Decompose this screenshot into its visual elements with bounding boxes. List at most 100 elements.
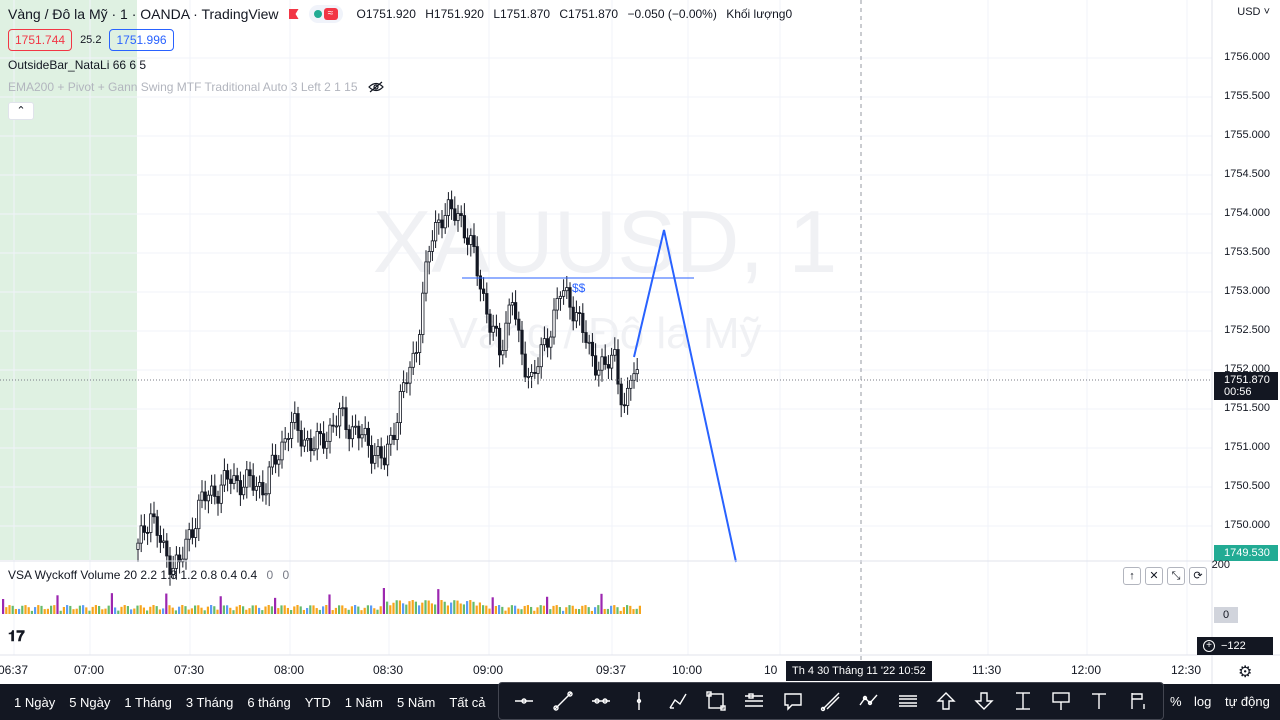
move-pane-up-button[interactable]: ↑ <box>1123 567 1141 585</box>
candle-body <box>353 425 358 428</box>
volume-axis-zero: 0 <box>1214 607 1238 623</box>
volume-bar <box>226 605 229 614</box>
close-pane-button[interactable]: ✕ <box>1145 567 1163 585</box>
candle-body <box>574 312 579 322</box>
price-range-tool-icon[interactable] <box>1010 688 1036 714</box>
collapse-legend-button[interactable]: ⌃ <box>8 102 34 120</box>
price-axis-label: 1751.000 <box>1224 441 1270 453</box>
candle-body <box>337 408 342 427</box>
rectangle-tool-icon[interactable] <box>703 688 729 714</box>
range-3m[interactable]: 3 Tháng <box>185 694 234 710</box>
chart-canvas[interactable]: XAUUSD, 1 Vàng / Đô la Mỹ $$ <box>0 0 1280 684</box>
volume-bar <box>270 606 273 614</box>
range-6m[interactable]: 6 tháng <box>247 694 291 710</box>
candle-body <box>622 404 627 407</box>
gear-icon[interactable]: ⚙ <box>1238 664 1253 681</box>
symbol-title[interactable]: Vàng / Đô la Mỹ · 1 · OANDA · TradingVie… <box>8 6 279 22</box>
eye-off-icon[interactable] <box>367 81 384 93</box>
arrow-down-tool-icon[interactable] <box>971 688 997 714</box>
volume-bar <box>34 607 37 614</box>
callout-tool-icon[interactable] <box>780 688 806 714</box>
parallel-channel-tool-icon[interactable] <box>895 688 921 714</box>
volume-bar <box>152 605 155 614</box>
tradingview-logo-icon[interactable]: 𝟏𝟕 <box>8 628 25 645</box>
auto-scale-toggle[interactable]: tự động <box>1225 694 1270 709</box>
volume-bar <box>613 605 616 614</box>
range-buttons: 1 Ngày 5 Ngày 1 Tháng 3 Tháng 6 tháng YT… <box>14 684 485 720</box>
candle-body <box>277 459 281 465</box>
currency-selector[interactable]: USD ˅ <box>1237 6 1270 18</box>
flag-icon[interactable] <box>288 9 299 19</box>
volume-legend[interactable]: VSA Wyckoff Volume 20 2.2 1.8 1.2 0.8 0.… <box>8 568 289 582</box>
volume-bar <box>437 589 440 614</box>
arrow-up-tool-icon[interactable] <box>933 688 959 714</box>
percent-toggle[interactable]: % <box>1170 694 1182 709</box>
candle-body <box>174 554 178 569</box>
range-all[interactable]: Tất cả <box>449 694 486 710</box>
volume-bar <box>402 603 405 614</box>
volume-bar <box>21 605 24 614</box>
market-status-pill[interactable]: ≈ <box>308 5 343 23</box>
volume-axis-max: 200 <box>1211 559 1230 571</box>
volume-indicator-title[interactable]: VSA Wyckoff Volume 20 2.2 1.8 1.2 0.8 0.… <box>8 568 258 582</box>
range-5d[interactable]: 5 Ngày <box>69 694 111 710</box>
text-note-tool-icon[interactable] <box>1048 688 1074 714</box>
candle-body <box>542 338 547 346</box>
log-toggle[interactable]: log <box>1194 694 1212 709</box>
buy-button[interactable]: 1751.996 <box>109 29 174 51</box>
volume-bar <box>219 596 222 614</box>
candle-body <box>635 369 639 375</box>
grid <box>0 0 1212 655</box>
add-plus-icon[interactable]: + <box>1203 640 1215 652</box>
volume-bar <box>110 593 113 614</box>
range-1d[interactable]: 1 Ngày <box>14 694 56 710</box>
fib-tool-icon[interactable] <box>1125 688 1151 714</box>
volume-bar <box>75 608 78 614</box>
path-tool-icon[interactable] <box>856 688 882 714</box>
volume-bar <box>203 610 206 614</box>
volume-bar <box>120 606 123 614</box>
volume-bar <box>206 606 209 614</box>
vertical-line-tool-icon[interactable] <box>626 688 652 714</box>
volume-bar <box>430 603 433 614</box>
position-tool-icon[interactable] <box>741 688 767 714</box>
range-1y[interactable]: 1 Năm <box>344 694 384 710</box>
volume-bar <box>389 605 392 614</box>
ray-tool-icon[interactable] <box>588 688 614 714</box>
indicator-ema-pivot[interactable]: EMA200 + Pivot + Gann Swing MTF Traditio… <box>8 80 384 94</box>
candle-body <box>334 425 339 428</box>
range-5y[interactable]: 5 Năm <box>397 694 436 710</box>
candle-body <box>424 261 428 294</box>
candle-body <box>225 470 230 480</box>
volume-bar <box>350 606 353 614</box>
volume-bar <box>632 609 635 614</box>
volume-bar <box>443 601 446 614</box>
range-1m[interactable]: 1 Tháng <box>124 694 172 710</box>
pitchfork-tool-icon[interactable] <box>818 688 844 714</box>
candle-body <box>379 446 383 459</box>
indicator-ema-pivot-label[interactable]: EMA200 + Pivot + Gann Swing MTF Traditio… <box>8 80 358 94</box>
range-ytd[interactable]: YTD <box>304 694 331 710</box>
volume-bar <box>571 605 574 614</box>
indicator-outside-bar-label[interactable]: OutsideBar_NataLi 66 6 5 <box>8 58 147 72</box>
candle-body <box>193 528 198 538</box>
candle-body <box>437 219 441 223</box>
brush-tool-icon[interactable] <box>665 688 691 714</box>
indicator-outside-bar[interactable]: OutsideBar_NataLi 66 6 5 <box>8 58 146 72</box>
volume-bar <box>398 600 401 614</box>
text-tool-icon[interactable] <box>1086 688 1112 714</box>
time-axis-label: 11:30 <box>972 663 1002 677</box>
sell-button[interactable]: 1751.744 <box>8 29 73 51</box>
volume-bar <box>488 608 491 614</box>
candle-body <box>373 455 377 464</box>
trendline-tool-icon[interactable] <box>550 688 576 714</box>
price-axis-label: 1750.000 <box>1224 519 1270 531</box>
crosshair-tool-icon[interactable] <box>511 688 537 714</box>
volume-bar <box>30 610 33 614</box>
candle-body <box>145 532 150 534</box>
volume-bar <box>421 602 424 614</box>
candle-body <box>152 513 156 518</box>
maximize-pane-button[interactable]: ⤡ <box>1167 567 1185 585</box>
restore-pane-button[interactable]: ⟳ <box>1189 567 1207 585</box>
volume-bar <box>286 607 289 614</box>
